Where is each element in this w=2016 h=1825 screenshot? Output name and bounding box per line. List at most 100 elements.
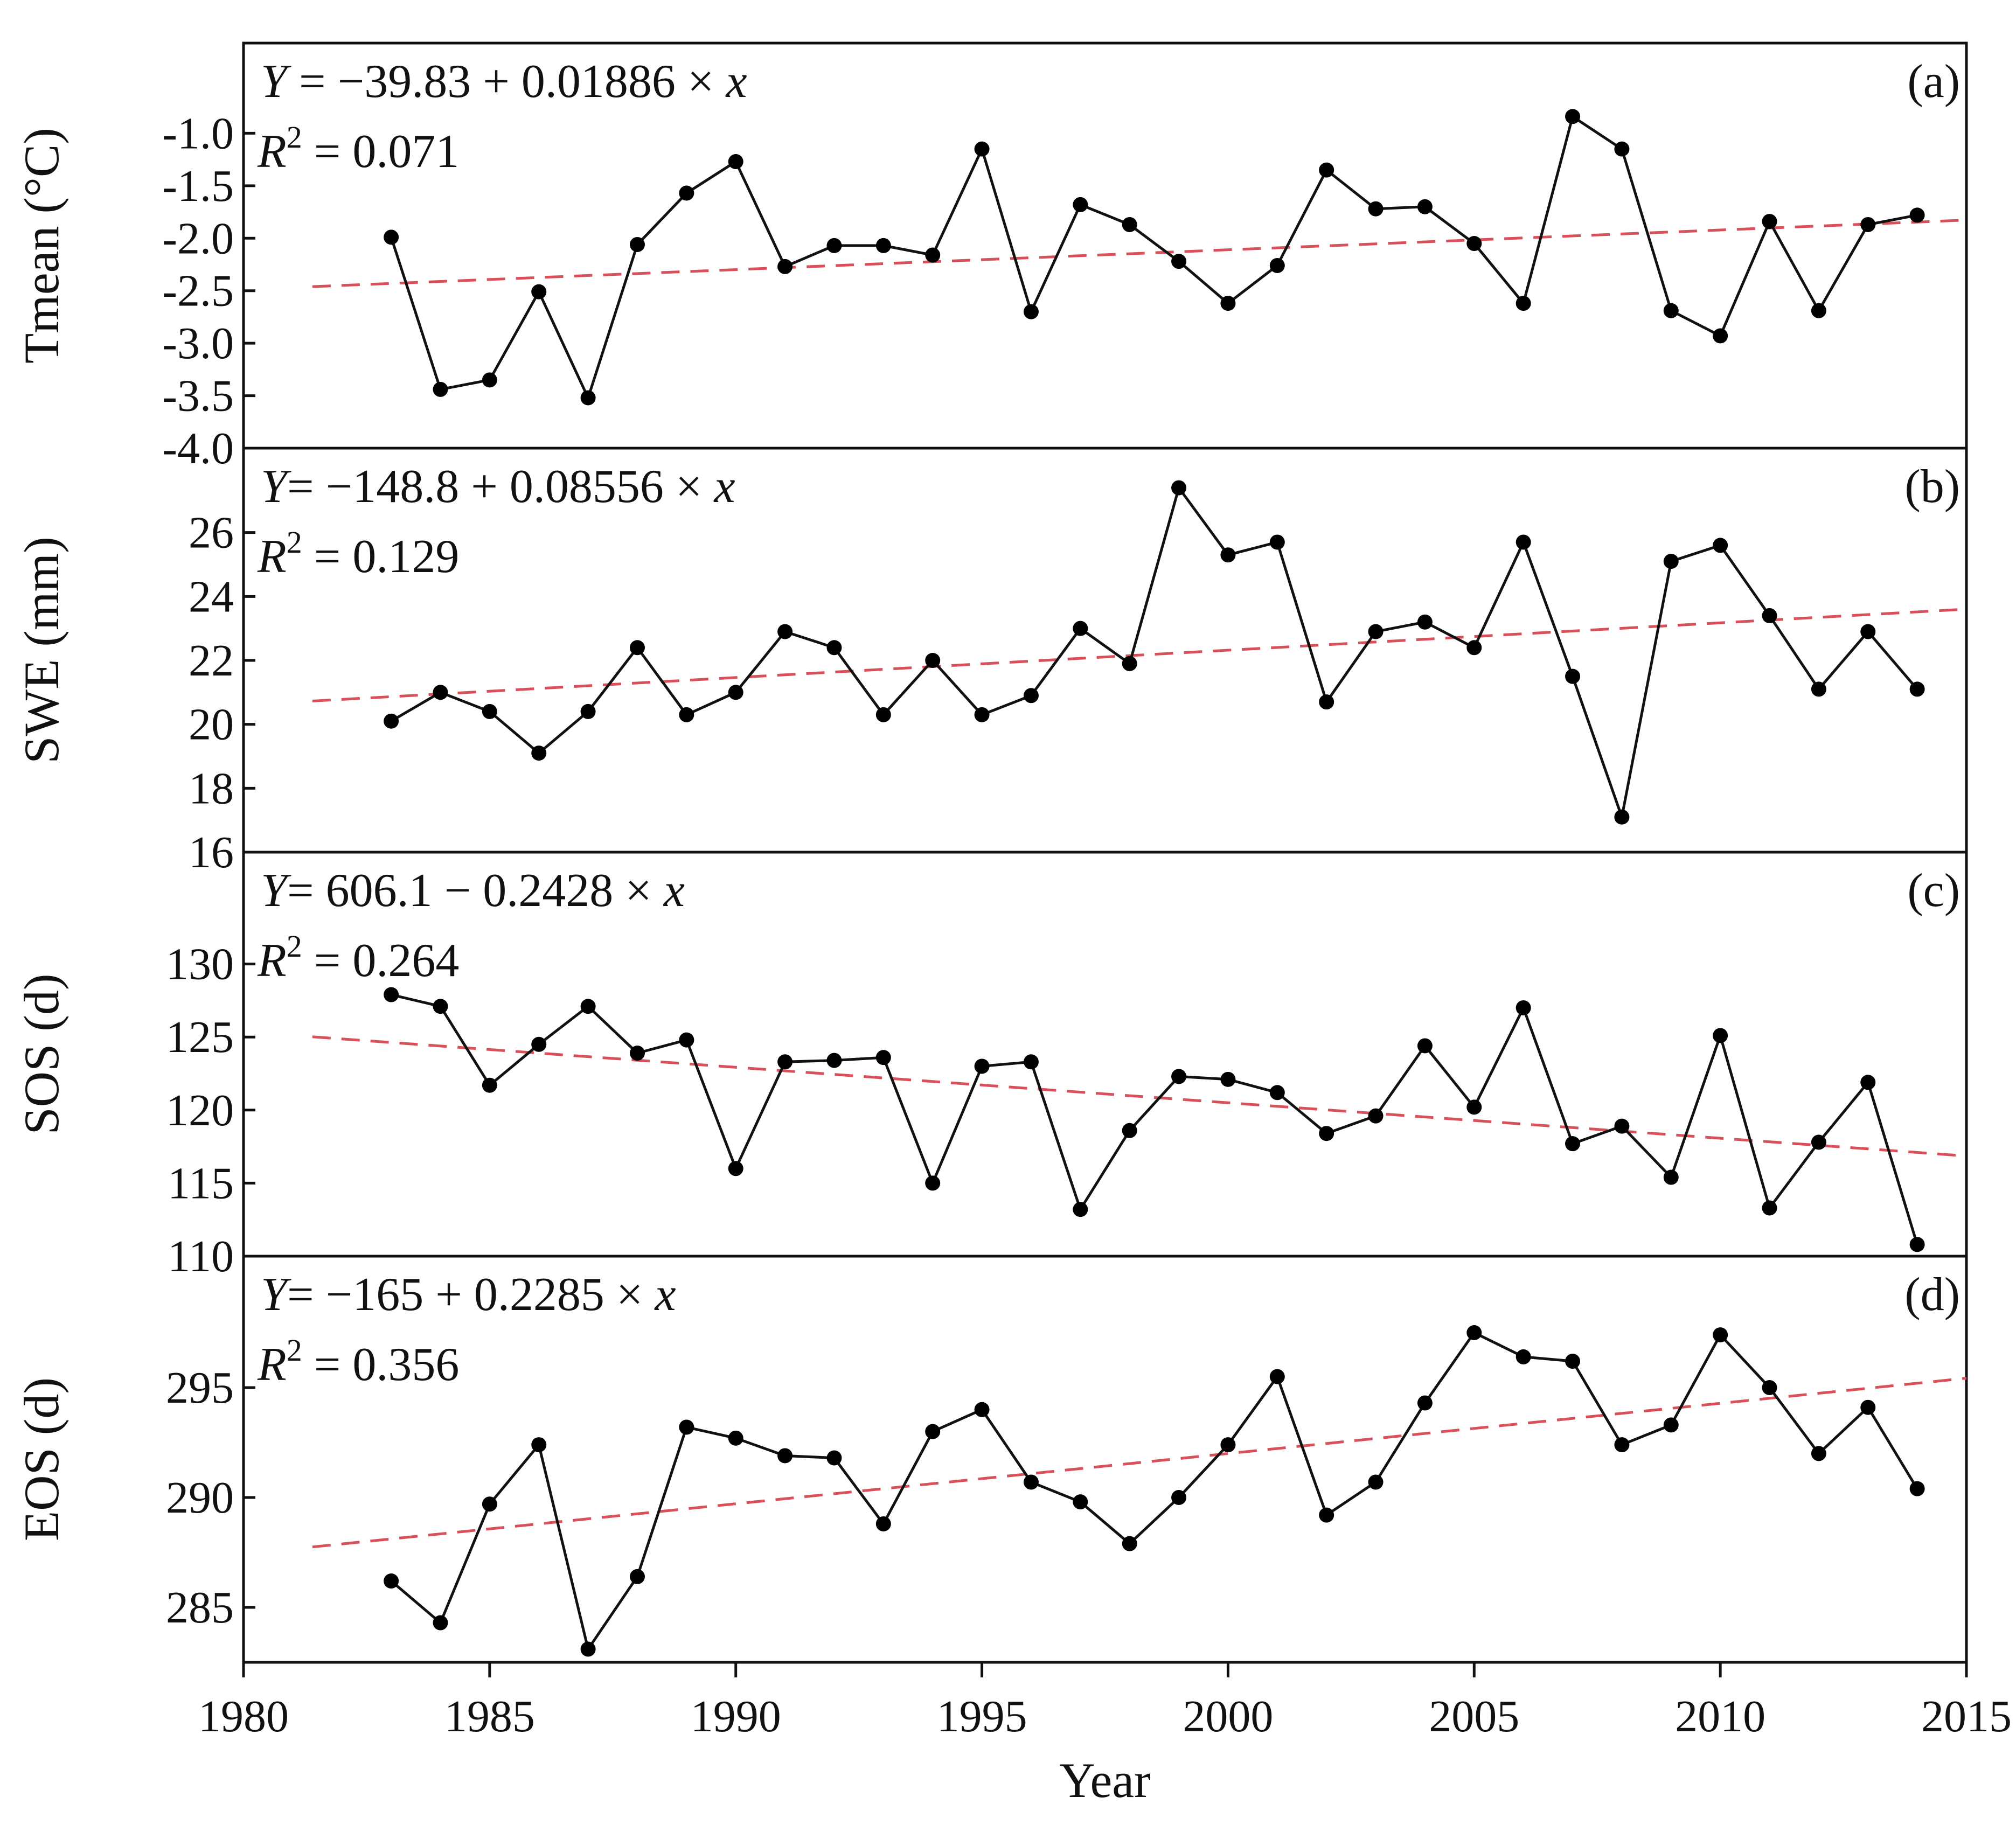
equation-body: = −39.83 + 0.01886 × — [287, 55, 726, 108]
data-point — [925, 1175, 941, 1191]
data-point — [728, 154, 743, 170]
data-point — [1466, 236, 1482, 252]
y-tick-label: 115 — [168, 1158, 234, 1208]
r-squared-value: = 0.264 — [302, 935, 460, 987]
data-point — [1811, 681, 1826, 697]
data-point — [1319, 1126, 1334, 1141]
data-point — [629, 640, 645, 656]
data-point — [679, 185, 694, 201]
data-point — [1073, 1202, 1088, 1217]
data-point — [433, 1615, 448, 1631]
data-point — [1811, 1446, 1826, 1461]
series-line — [391, 993, 1918, 1245]
data-point — [629, 236, 645, 252]
panel-tag: (a) — [1907, 55, 1960, 108]
data-point — [1663, 1169, 1679, 1185]
data-point — [1220, 1437, 1236, 1453]
data-point — [925, 1424, 941, 1439]
data-point — [925, 653, 941, 668]
data-point — [1516, 534, 1531, 550]
data-point — [1762, 608, 1777, 623]
equation-y: Y — [261, 461, 291, 513]
y-tick-label: 285 — [166, 1583, 234, 1633]
panels-layer: -4.0-3.5-3.0-2.5-2.0-1.5-1.0 Tmean (°C) Y … — [14, 41, 1968, 1664]
data-point — [1220, 547, 1236, 563]
data-point — [1565, 1354, 1581, 1369]
data-point — [1171, 480, 1187, 496]
equation-body: = −148.8 + 0.08556 × — [287, 461, 714, 513]
y-tick-label: -2.0 — [162, 213, 234, 263]
data-point — [384, 713, 399, 729]
data-point — [777, 1054, 793, 1070]
panel-tag: (b) — [1904, 461, 1960, 513]
y-tick-label: 16 — [189, 827, 234, 877]
data-point — [1319, 162, 1334, 178]
data-point — [1860, 1075, 1876, 1090]
regression-equation: Y= −165 + 0.2285 × x — [261, 1269, 676, 1321]
y-tick-label: 125 — [166, 1012, 234, 1062]
equation-x: x — [725, 55, 747, 108]
y-tick-label: -1.5 — [162, 161, 234, 211]
data-point — [974, 1402, 990, 1417]
data-point — [1565, 109, 1581, 124]
data-point — [433, 999, 448, 1014]
data-point — [1368, 1474, 1384, 1490]
y-tick-label: 110 — [168, 1231, 234, 1281]
data-point — [384, 1573, 399, 1589]
y-axis-title: EOS (d) — [14, 1377, 69, 1541]
y-tick-label: -3.0 — [162, 318, 234, 368]
data-point — [1713, 538, 1728, 553]
data-point — [1122, 1123, 1137, 1138]
r-squared-exponent: 2 — [287, 525, 302, 560]
data-point — [482, 372, 497, 388]
data-point — [1023, 688, 1039, 703]
data-point — [1417, 199, 1433, 214]
data-point — [531, 1036, 547, 1052]
data-point — [629, 1569, 645, 1584]
panel-a: -4.0-3.5-3.0-2.5-2.0-1.5-1.0 Tmean (°C) Y … — [14, 41, 1968, 473]
data-point — [974, 141, 990, 157]
data-point — [1417, 1038, 1433, 1054]
data-point — [1614, 1437, 1630, 1453]
y-tick-label: 20 — [189, 700, 234, 750]
data-point — [1614, 809, 1630, 825]
x-axis-title: Year — [1059, 1753, 1151, 1808]
equation-x: x — [654, 1269, 676, 1321]
data-point — [482, 1496, 497, 1512]
r-squared-value: = 0.071 — [302, 126, 460, 178]
trend-line — [312, 1035, 1967, 1158]
data-point — [1023, 1054, 1039, 1070]
y-tick-label: 24 — [189, 572, 234, 622]
data-point — [1220, 296, 1236, 311]
data-point — [1023, 304, 1039, 319]
data-point — [482, 1077, 497, 1093]
data-point — [1909, 1481, 1925, 1496]
trend-line — [312, 219, 1967, 288]
series-line — [390, 486, 1918, 819]
data-point — [531, 284, 547, 299]
data-point — [974, 707, 990, 722]
r-squared-value: = 0.129 — [302, 531, 460, 583]
data-point — [777, 624, 793, 639]
data-point — [1171, 1490, 1187, 1505]
y-tick-label: 26 — [189, 508, 234, 558]
panel-frame — [242, 1255, 1968, 1664]
data-point — [433, 381, 448, 397]
y-axis-title: SWE (mm) — [14, 537, 69, 764]
data-point — [777, 1448, 793, 1464]
data-point — [1909, 681, 1925, 697]
r-squared-exponent: 2 — [287, 120, 302, 155]
data-point — [1663, 1417, 1679, 1433]
data-point — [1516, 296, 1531, 311]
regression-equation: Y= −148.8 + 0.08556 × x — [261, 461, 735, 513]
y-tick-label: -2.5 — [162, 266, 234, 316]
data-point — [580, 999, 596, 1014]
r-squared-symbol: R — [257, 935, 287, 987]
data-point — [1663, 303, 1679, 318]
data-point — [433, 685, 448, 700]
data-point — [1516, 1000, 1531, 1015]
data-point — [826, 640, 842, 656]
data-point — [777, 259, 793, 274]
